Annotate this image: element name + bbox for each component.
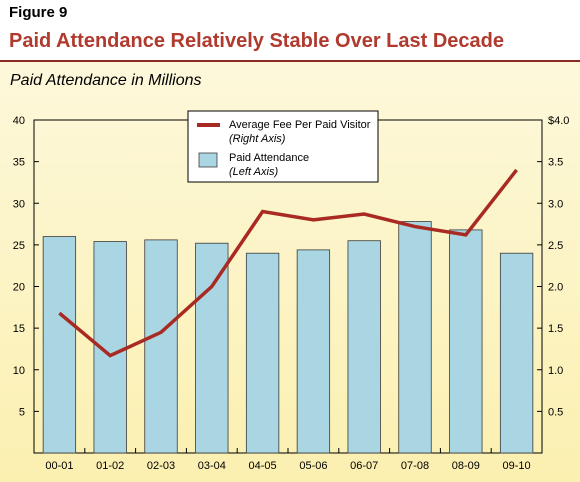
- x-axis-label: 05-06: [299, 460, 327, 472]
- bar: [499, 252, 534, 454]
- bar: [144, 239, 178, 454]
- left-axis-tick-label: 10: [13, 365, 25, 377]
- right-axis-tick-label: 2.0: [548, 282, 563, 294]
- bar: [195, 242, 229, 454]
- left-axis-tick-label: 35: [13, 157, 25, 169]
- chart-subtitle: Paid Attendance in Millions: [10, 72, 202, 89]
- right-axis-tick-label: 3.0: [548, 198, 563, 210]
- legend-label-attendance: Paid Attendance: [229, 152, 309, 164]
- bar: [42, 236, 77, 454]
- left-axis-tick-label: 25: [13, 240, 25, 252]
- x-axis-label: 07-08: [401, 460, 429, 472]
- legend-label-fee: Average Fee Per Paid Visitor: [229, 119, 371, 131]
- figure-label: Figure 9: [9, 4, 68, 21]
- bar: [398, 221, 432, 454]
- bar: [449, 229, 483, 454]
- right-axis-tick-label: 1.0: [548, 365, 563, 377]
- bar: [93, 241, 127, 454]
- x-axis-label: 09-10: [503, 460, 531, 472]
- right-axis-tick-label: 3.5: [548, 157, 563, 169]
- legend-bar-swatch: [198, 152, 218, 168]
- right-axis-tick-label: $4.0: [548, 115, 569, 127]
- right-axis-tick-label: 1.5: [548, 323, 563, 335]
- x-axis-label: 00-01: [45, 460, 73, 472]
- x-axis-label: 01-02: [96, 460, 124, 472]
- fee-line: [58, 168, 518, 358]
- legend-box: [187, 110, 379, 183]
- chart-title: Paid Attendance Relatively Stable Over L…: [9, 30, 505, 52]
- legend-note-attendance: (Left Axis): [229, 166, 278, 178]
- legend-note-fee: (Right Axis): [229, 133, 286, 145]
- x-axis-label: 04-05: [249, 460, 277, 472]
- x-axis-label: 06-07: [350, 460, 378, 472]
- bar: [296, 249, 331, 454]
- right-axis-tick-label: 0.5: [548, 406, 563, 418]
- title-rule: [0, 60, 580, 62]
- right-axis-tick-label: 2.5: [548, 240, 563, 252]
- x-axis-label: 02-03: [147, 460, 175, 472]
- left-axis-tick-label: 5: [19, 406, 25, 418]
- x-axis-label: 08-09: [452, 460, 480, 472]
- bar: [347, 240, 381, 454]
- left-axis-tick-label: 20: [13, 282, 25, 294]
- left-axis-tick-label: 40: [13, 115, 25, 127]
- bar: [245, 252, 280, 454]
- x-axis-label: 03-04: [198, 460, 226, 472]
- left-axis-tick-label: 15: [13, 323, 25, 335]
- left-axis-tick-label: 30: [13, 198, 25, 210]
